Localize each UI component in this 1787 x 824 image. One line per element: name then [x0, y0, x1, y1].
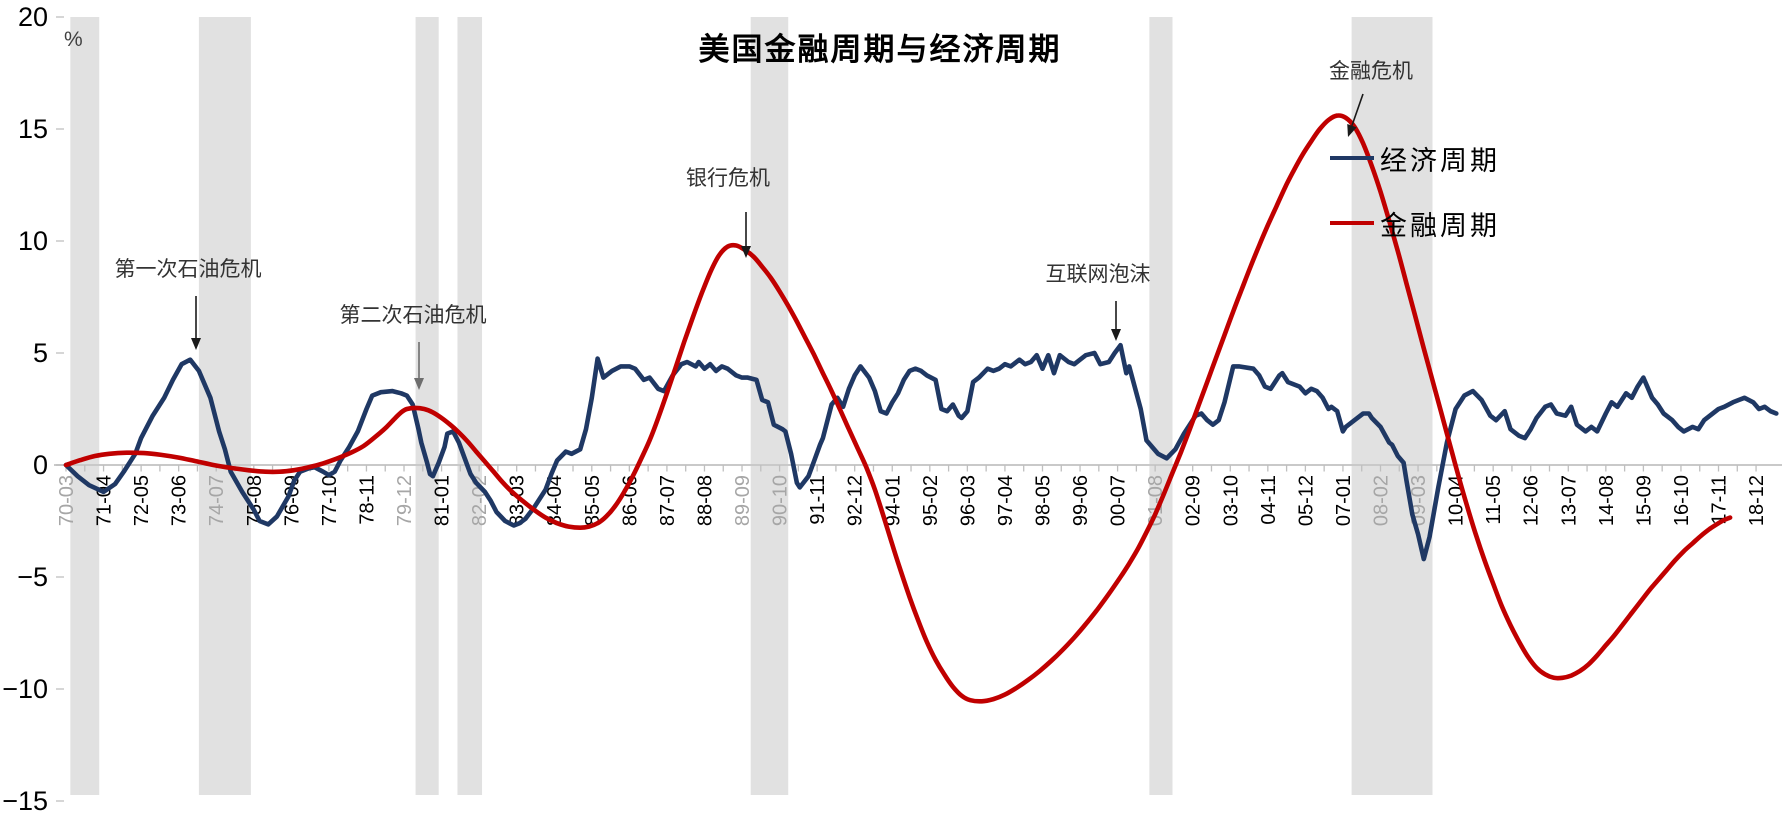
x-axis-label: 16-10: [1671, 475, 1693, 526]
x-axis-label: 82-02: [469, 475, 491, 526]
financial-cycle-line: [63, 113, 1733, 704]
x-axis-label: 17-11: [1709, 475, 1731, 525]
economic-cycle-line: [63, 342, 1779, 562]
x-axis-label: 02-09: [1183, 475, 1205, 526]
x-axis-label: 83-03: [507, 475, 529, 526]
y-axis-label: 0: [33, 450, 48, 480]
recession-band: [70, 17, 100, 795]
y-axis-unit-label: %: [64, 28, 83, 51]
annotation-arrowhead-icon: [414, 378, 424, 390]
annotation-text: 金融危机: [1329, 60, 1413, 83]
x-axis-label: 72-05: [131, 475, 153, 526]
x-axis-label: 90-10: [770, 475, 792, 526]
legend-item-financial-cycle: 金融周期: [1330, 203, 1500, 243]
x-axis-label: 81-01: [432, 475, 454, 526]
annotation-text: 互联网泡沫: [1046, 263, 1151, 286]
annotation-arrowhead-icon: [1347, 124, 1357, 137]
x-axis-label: 98-05: [1032, 475, 1054, 526]
x-axis-label: 05-12: [1295, 475, 1317, 526]
recession-band: [1351, 17, 1433, 795]
y-axis-label: −5: [17, 562, 48, 592]
x-axis-label: 87-07: [657, 475, 679, 526]
x-axis-label: 77-10: [319, 475, 341, 526]
x-axis-label: 99-06: [1070, 475, 1092, 526]
x-axis-label: 92-12: [845, 475, 867, 526]
x-axis-label: 70-03: [56, 475, 78, 526]
x-axis-label: 91-11: [807, 475, 829, 525]
x-axis-label: 13-07: [1558, 475, 1580, 526]
recession-band: [457, 17, 483, 795]
x-axis-label: 76-09: [281, 475, 303, 526]
recession-band: [415, 17, 439, 795]
y-axis-label: 5: [33, 338, 48, 368]
page-title: 美国金融周期与经济周期: [698, 32, 1062, 67]
recession-band: [198, 17, 251, 795]
x-axis-label: 14-08: [1596, 475, 1618, 526]
x-axis-label: 01-08: [1145, 475, 1167, 526]
x-axis-label: 74-07: [206, 475, 228, 526]
annotation-text: 第二次石油危机: [340, 304, 487, 327]
x-axis-label: 07-01: [1333, 475, 1355, 526]
legend-item-economic-cycle: 经济周期: [1330, 138, 1500, 178]
annotation-arrow: [1351, 93, 1364, 126]
y-axis-label: 10: [18, 226, 48, 256]
legend: 经济周期 金融周期: [1330, 138, 1500, 268]
x-axis-label: 89-09: [732, 475, 754, 526]
x-axis-label: 88-08: [694, 475, 716, 526]
x-axis-label: 75-08: [244, 475, 266, 526]
y-axis-label: −10: [2, 674, 48, 704]
y-axis-label: −15: [2, 786, 48, 816]
annotation-text: 银行危机: [686, 167, 770, 190]
recession-band: [1149, 17, 1173, 795]
legend-label: 经济周期: [1380, 145, 1500, 176]
legend-label: 金融周期: [1380, 210, 1500, 241]
x-axis-label: 96-03: [957, 475, 979, 526]
annotation-arrowhead-icon: [191, 338, 201, 350]
annotation-arrowhead-icon: [741, 246, 751, 258]
y-axis-label: 15: [18, 114, 48, 144]
x-axis-label: 18-12: [1746, 475, 1768, 526]
x-axis-label: 84-04: [544, 475, 566, 526]
x-axis-label: 12-06: [1521, 475, 1543, 526]
x-axis-label: 95-02: [920, 475, 942, 526]
x-axis-label: 04-11: [1258, 475, 1280, 525]
x-axis-label: 15-09: [1633, 475, 1655, 526]
x-axis-label: 73-06: [169, 475, 191, 526]
economic-cycle-swatch-icon: [1330, 156, 1374, 160]
x-axis-label: 85-05: [582, 475, 604, 526]
y-axis-label: 20: [18, 2, 48, 32]
x-axis-label: 11-05: [1483, 475, 1505, 525]
x-axis-label: 08-02: [1370, 475, 1392, 526]
annotation-text: 第一次石油危机: [115, 258, 262, 281]
x-axis-label: 79-12: [394, 475, 416, 526]
x-axis-label: 00-07: [1108, 475, 1130, 526]
x-axis-label: 97-04: [995, 475, 1017, 526]
x-axis-label: 78-11: [356, 475, 378, 525]
x-axis-label: 71-04: [94, 475, 116, 526]
financial-cycle-swatch-icon: [1330, 221, 1374, 225]
annotation-arrowhead-icon: [1111, 329, 1121, 341]
x-axis-label: 94-01: [882, 475, 904, 526]
x-axis-label: 03-10: [1220, 475, 1242, 526]
